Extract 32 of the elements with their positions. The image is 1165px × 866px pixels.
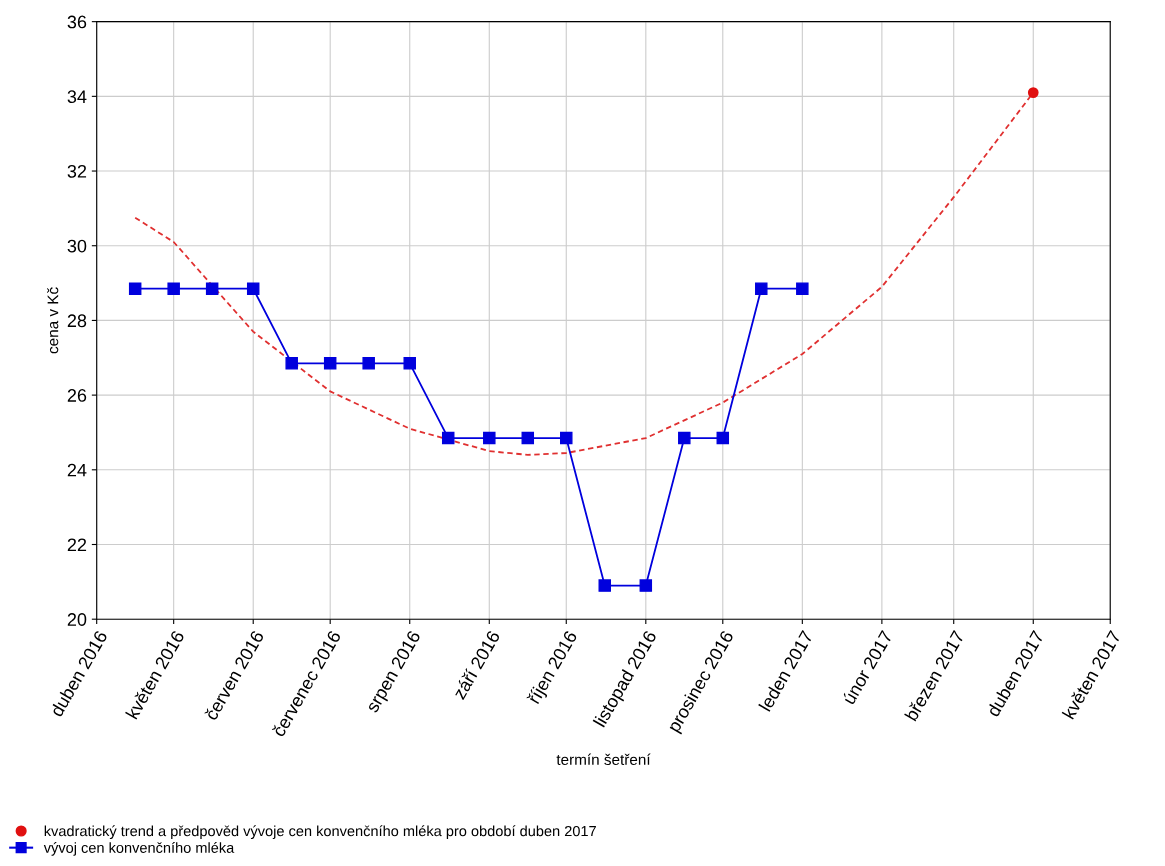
point [128, 282, 142, 295]
point [167, 282, 180, 295]
y-tick-label: 36 [67, 15, 87, 29]
y-tick-label: 26 [67, 389, 87, 402]
y-tick-label: 22 [67, 538, 87, 552]
point [796, 282, 809, 295]
point [521, 431, 535, 445]
point [403, 357, 416, 370]
point [205, 282, 219, 295]
x-axis-title: termín šetření [556, 753, 651, 766]
legend-label: vývoj cen konvenčního mléka [43, 842, 235, 856]
y-tick-label: 30 [67, 239, 87, 253]
point [246, 282, 260, 295]
point [285, 357, 298, 370]
y-axis-title: cena v Kč [47, 287, 59, 354]
y-tick-label: 20 [67, 613, 87, 626]
point [678, 431, 691, 445]
point [755, 282, 768, 295]
point [441, 431, 455, 445]
point [639, 579, 653, 592]
point [1027, 87, 1039, 98]
y-tick-label: 34 [67, 90, 87, 104]
point [560, 431, 573, 445]
point [362, 357, 375, 370]
legend-label: kvadratický trend a předpověd vývoje cen konvenčního mléka pro období duben 2017 [44, 825, 596, 840]
y-tick-label: 32 [67, 164, 87, 178]
point [716, 431, 730, 445]
point [483, 431, 496, 445]
y-tick-label: 28 [67, 314, 87, 328]
point [598, 579, 612, 592]
y-tick-label: 24 [67, 463, 87, 477]
point [323, 357, 337, 370]
